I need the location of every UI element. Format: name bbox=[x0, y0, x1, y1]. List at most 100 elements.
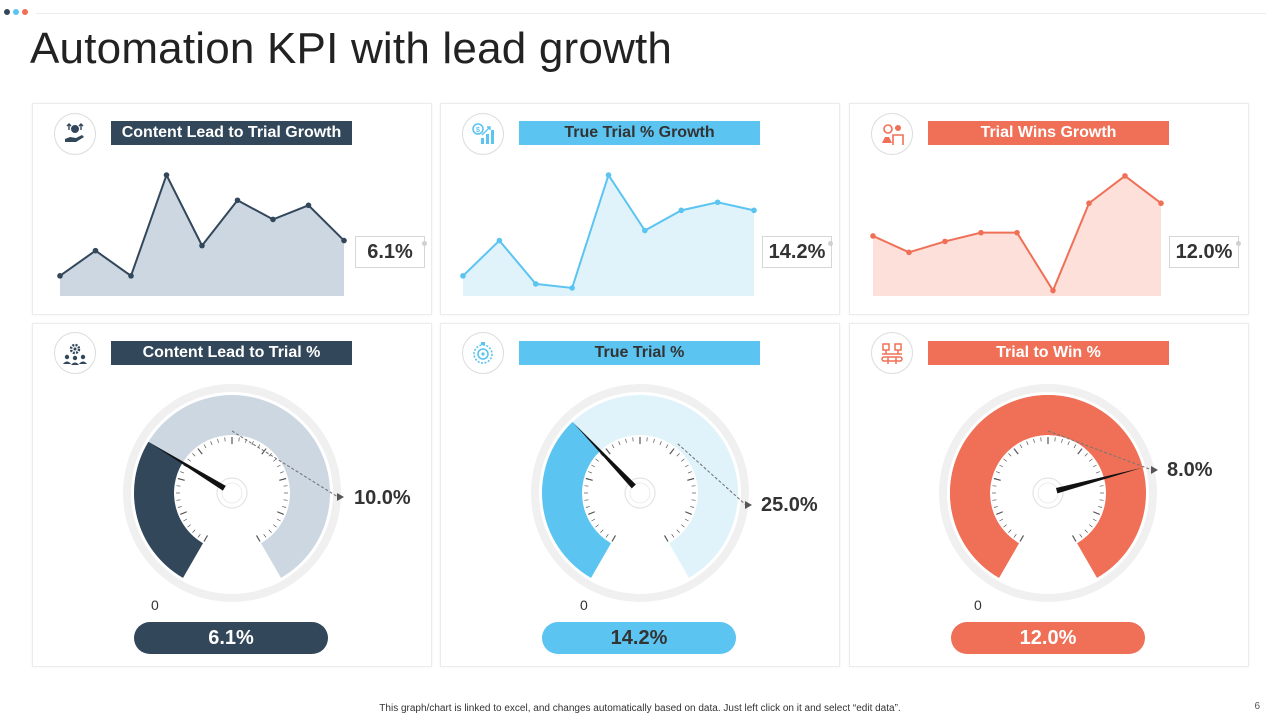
data-point bbox=[341, 237, 347, 244]
gauge-tick bbox=[192, 529, 196, 533]
gauge-tick bbox=[1093, 511, 1100, 515]
gauge-target-label: 25.0% bbox=[761, 494, 818, 516]
data-point bbox=[1122, 173, 1128, 179]
value-box-marker bbox=[828, 241, 833, 246]
data-point bbox=[496, 237, 503, 244]
growth-chart-icon: $ bbox=[462, 113, 504, 155]
gauge-tick bbox=[584, 499, 589, 501]
gauge-tick bbox=[618, 441, 621, 446]
footer-note: This graph/chart is linked to excel, and… bbox=[379, 703, 901, 714]
gauge-tick bbox=[263, 534, 267, 538]
data-point bbox=[532, 281, 539, 287]
gauge-tick bbox=[187, 458, 191, 462]
data-point bbox=[605, 172, 612, 178]
data-point bbox=[1050, 287, 1056, 294]
gauge-tick bbox=[999, 518, 1004, 522]
gauge-tick bbox=[1073, 444, 1077, 449]
gauge-tick bbox=[279, 477, 287, 481]
target-dial-icon bbox=[462, 332, 504, 374]
value-pill-trial-to-win-percent: 12.0% bbox=[951, 622, 1145, 654]
gauge-tick bbox=[595, 524, 599, 528]
panel-label-true-trial-growth: True Trial % Growth bbox=[519, 121, 760, 145]
gauge-tick bbox=[690, 506, 695, 508]
gauge-tick bbox=[671, 534, 675, 538]
gauge-tick bbox=[676, 529, 680, 533]
panel-label-content-lead-growth: Content Lead to Trial Growth bbox=[111, 121, 352, 145]
data-point bbox=[1086, 200, 1092, 207]
data-point bbox=[678, 207, 685, 214]
team-gear-icon bbox=[54, 332, 96, 374]
gauge-fill bbox=[950, 394, 1143, 578]
gauge-tick bbox=[646, 437, 648, 442]
gauge-target-arrowhead bbox=[745, 501, 752, 509]
gauge-tick bbox=[632, 437, 634, 442]
money-hand-icon bbox=[54, 113, 96, 155]
gauge-tick bbox=[591, 464, 596, 468]
value-pill-true-trial-percent: 14.2% bbox=[542, 622, 736, 654]
gauge-tick bbox=[1033, 438, 1035, 443]
gauge-tick bbox=[224, 437, 226, 442]
data-point bbox=[751, 207, 757, 214]
gauge-fill bbox=[134, 441, 203, 578]
gauge-target-line bbox=[231, 430, 339, 498]
gauge-tick bbox=[669, 448, 675, 455]
gauge-tick bbox=[268, 529, 272, 533]
gauge-tick bbox=[691, 499, 696, 501]
gauge-tick bbox=[176, 485, 181, 487]
gauge-tick bbox=[1089, 524, 1093, 528]
data-point bbox=[1014, 229, 1020, 236]
gauge-tick bbox=[1008, 453, 1012, 457]
gauge-tick bbox=[255, 535, 261, 542]
value-box-marker bbox=[1236, 241, 1241, 246]
gauge-tick bbox=[1003, 524, 1007, 528]
gauge-needle bbox=[573, 422, 636, 489]
gauge-tick bbox=[595, 458, 599, 462]
gauge-tick bbox=[996, 511, 1003, 515]
gauge-tick bbox=[277, 511, 284, 515]
area-fill bbox=[60, 175, 344, 296]
gauge-tick bbox=[203, 535, 209, 542]
gauge-zero-label: 0 bbox=[151, 597, 159, 613]
data-point bbox=[642, 227, 648, 234]
gauge-tick bbox=[273, 458, 277, 462]
gauge-tick bbox=[611, 444, 615, 449]
gauge-tick bbox=[992, 485, 997, 487]
gauge-tick bbox=[585, 506, 590, 508]
data-point bbox=[57, 273, 63, 279]
gauge-target-line bbox=[677, 443, 747, 506]
data-point bbox=[270, 216, 276, 223]
gauge-hub-inner bbox=[629, 482, 651, 504]
gauge-tick bbox=[676, 453, 680, 457]
gauge-tick bbox=[1026, 441, 1029, 446]
gauge-tick bbox=[273, 524, 277, 528]
gauge-tick bbox=[605, 448, 611, 455]
gauge-tick bbox=[1099, 485, 1104, 487]
data-point bbox=[460, 273, 466, 279]
area-fill bbox=[463, 175, 754, 296]
gauge-tick bbox=[1054, 437, 1056, 442]
gauge-zero-label: 0 bbox=[580, 597, 588, 613]
gauge-tick bbox=[203, 444, 207, 449]
gauge-tick bbox=[279, 471, 284, 474]
gauge-tick bbox=[1099, 499, 1104, 501]
panel-label-trial-to-win-percent: Trial to Win % bbox=[928, 341, 1169, 365]
data-point bbox=[128, 273, 134, 279]
value-box-true-trial-growth: 14.2% bbox=[762, 236, 832, 268]
gauge-tick bbox=[1071, 535, 1077, 542]
gauge-tick bbox=[585, 477, 593, 481]
data-point bbox=[569, 285, 575, 291]
gauge-target-label: 8.0% bbox=[1167, 459, 1213, 481]
gauge-tick bbox=[1019, 535, 1025, 542]
data-point bbox=[942, 238, 948, 245]
gauge-tick bbox=[663, 535, 669, 542]
gauge-tick bbox=[1092, 518, 1097, 522]
gauge-tick bbox=[282, 506, 287, 508]
gauge-tick bbox=[611, 535, 617, 542]
gauge-tick bbox=[684, 464, 689, 468]
data-point bbox=[92, 247, 99, 254]
gauge-tick bbox=[180, 471, 185, 474]
gauge-tick bbox=[1008, 529, 1012, 533]
